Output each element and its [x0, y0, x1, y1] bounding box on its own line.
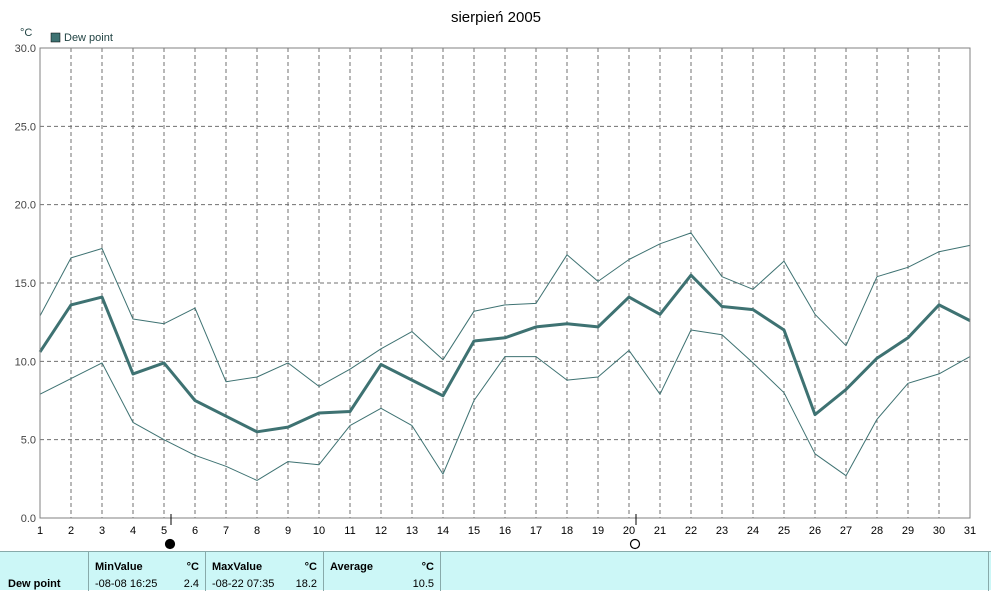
- min-unit: °C: [186, 561, 199, 573]
- y-tick-label: 10.0: [15, 356, 36, 368]
- y-tick-label: 15.0: [15, 278, 36, 290]
- moon-markers: [164, 514, 641, 550]
- x-tick-label: 2: [68, 525, 74, 537]
- x-tick-label: 3: [99, 525, 105, 537]
- avg-value: 10.5: [412, 578, 434, 590]
- y-tick-label: 20.0: [15, 200, 36, 212]
- x-axis: 1 2 3 4 5 6 7 8 9 10 11 12 13 14 15 16 17 18 19 20 21 22 23 24 2…: [37, 525, 976, 537]
- summary-max-cell: MaxValue °C -08-22 07:35 18.2: [206, 552, 324, 591]
- x-tick-label: 15: [468, 525, 480, 537]
- summary-avg-cell: Average °C 10.5: [324, 552, 441, 591]
- x-tick-label: 25: [778, 525, 790, 537]
- x-tick-label: 27: [840, 525, 852, 537]
- x-tick-label: 4: [130, 525, 136, 537]
- x-tick-label: 11: [344, 525, 355, 537]
- min-timestamp: -08-08 16:25: [95, 578, 158, 590]
- y-tick-label: 5.0: [21, 435, 36, 447]
- summary-empty-cell: [441, 552, 989, 591]
- legend-swatch: [50, 32, 61, 43]
- y-tick-label: 30.0: [15, 43, 36, 55]
- x-tick-label: 18: [561, 525, 573, 537]
- max-header: MaxValue: [212, 561, 263, 573]
- x-tick-label: 8: [254, 525, 260, 537]
- summary-table: Dew point MinValue °C -08-08 16:25 2.4 M…: [0, 551, 991, 591]
- avg-header: Average: [330, 561, 374, 573]
- x-tick-label: 9: [285, 525, 291, 537]
- summary-row-label: Dew point: [8, 578, 61, 590]
- avg-unit: °C: [421, 561, 434, 573]
- x-tick-label: 6: [192, 525, 198, 537]
- max-value: 18.2: [295, 578, 317, 590]
- x-tick-label: 19: [592, 525, 604, 537]
- x-tick-label: 30: [933, 525, 945, 537]
- max-timestamp: -08-22 07:35: [212, 578, 275, 590]
- max-unit: °C: [304, 561, 317, 573]
- x-tick-label: 24: [747, 525, 759, 537]
- x-tick-label: 7: [223, 525, 229, 537]
- new-moon-icon: [164, 538, 176, 550]
- x-tick-label: 13: [406, 525, 418, 537]
- series-line-max: [39, 232, 971, 387]
- x-tick-label: 1: [37, 525, 43, 537]
- series-lines: [38, 232, 971, 481]
- x-tick-label: 29: [902, 525, 914, 537]
- x-tick-label: 26: [809, 525, 821, 537]
- x-tick-label: 12: [375, 525, 387, 537]
- chart-title: sierpień 2005: [451, 9, 541, 26]
- full-moon-icon: [629, 538, 641, 550]
- x-tick-label: 16: [499, 525, 511, 537]
- x-tick-label: 28: [871, 525, 883, 537]
- legend-label: Dew point: [64, 32, 113, 44]
- y-axis-unit: °C: [20, 27, 32, 39]
- x-tick-label: 21: [654, 525, 666, 537]
- x-tick-label: 23: [716, 525, 728, 537]
- x-tick-label: 31: [964, 525, 976, 537]
- y-tick-label: 0.0: [21, 513, 36, 525]
- y-tick-label: 25.0: [15, 121, 36, 133]
- series-line-min: [39, 329, 971, 481]
- x-tick-label: 5: [161, 525, 167, 537]
- summary-row-label-cell: Dew point: [0, 552, 89, 591]
- summary-min-cell: MinValue °C -08-08 16:25 2.4: [89, 552, 206, 591]
- x-tick-label: 14: [437, 525, 449, 537]
- x-tick-label: 10: [313, 525, 325, 537]
- x-tick-label: 22: [685, 525, 697, 537]
- x-tick-label: 20: [623, 525, 635, 537]
- chart-area: sierpień 2005 °C Dew point 0.0 5.0 10.0 15.…: [15, 9, 976, 550]
- x-tick-label: 17: [530, 525, 542, 537]
- y-axis: 0.0 5.0 10.0 15.0 20.0 25.0 30.0: [15, 43, 36, 525]
- min-value: 2.4: [183, 578, 199, 590]
- series-line-average: [38, 273, 971, 434]
- plot-frame: [39, 47, 971, 519]
- min-header: MinValue: [95, 561, 143, 573]
- grid-lines: [40, 48, 970, 518]
